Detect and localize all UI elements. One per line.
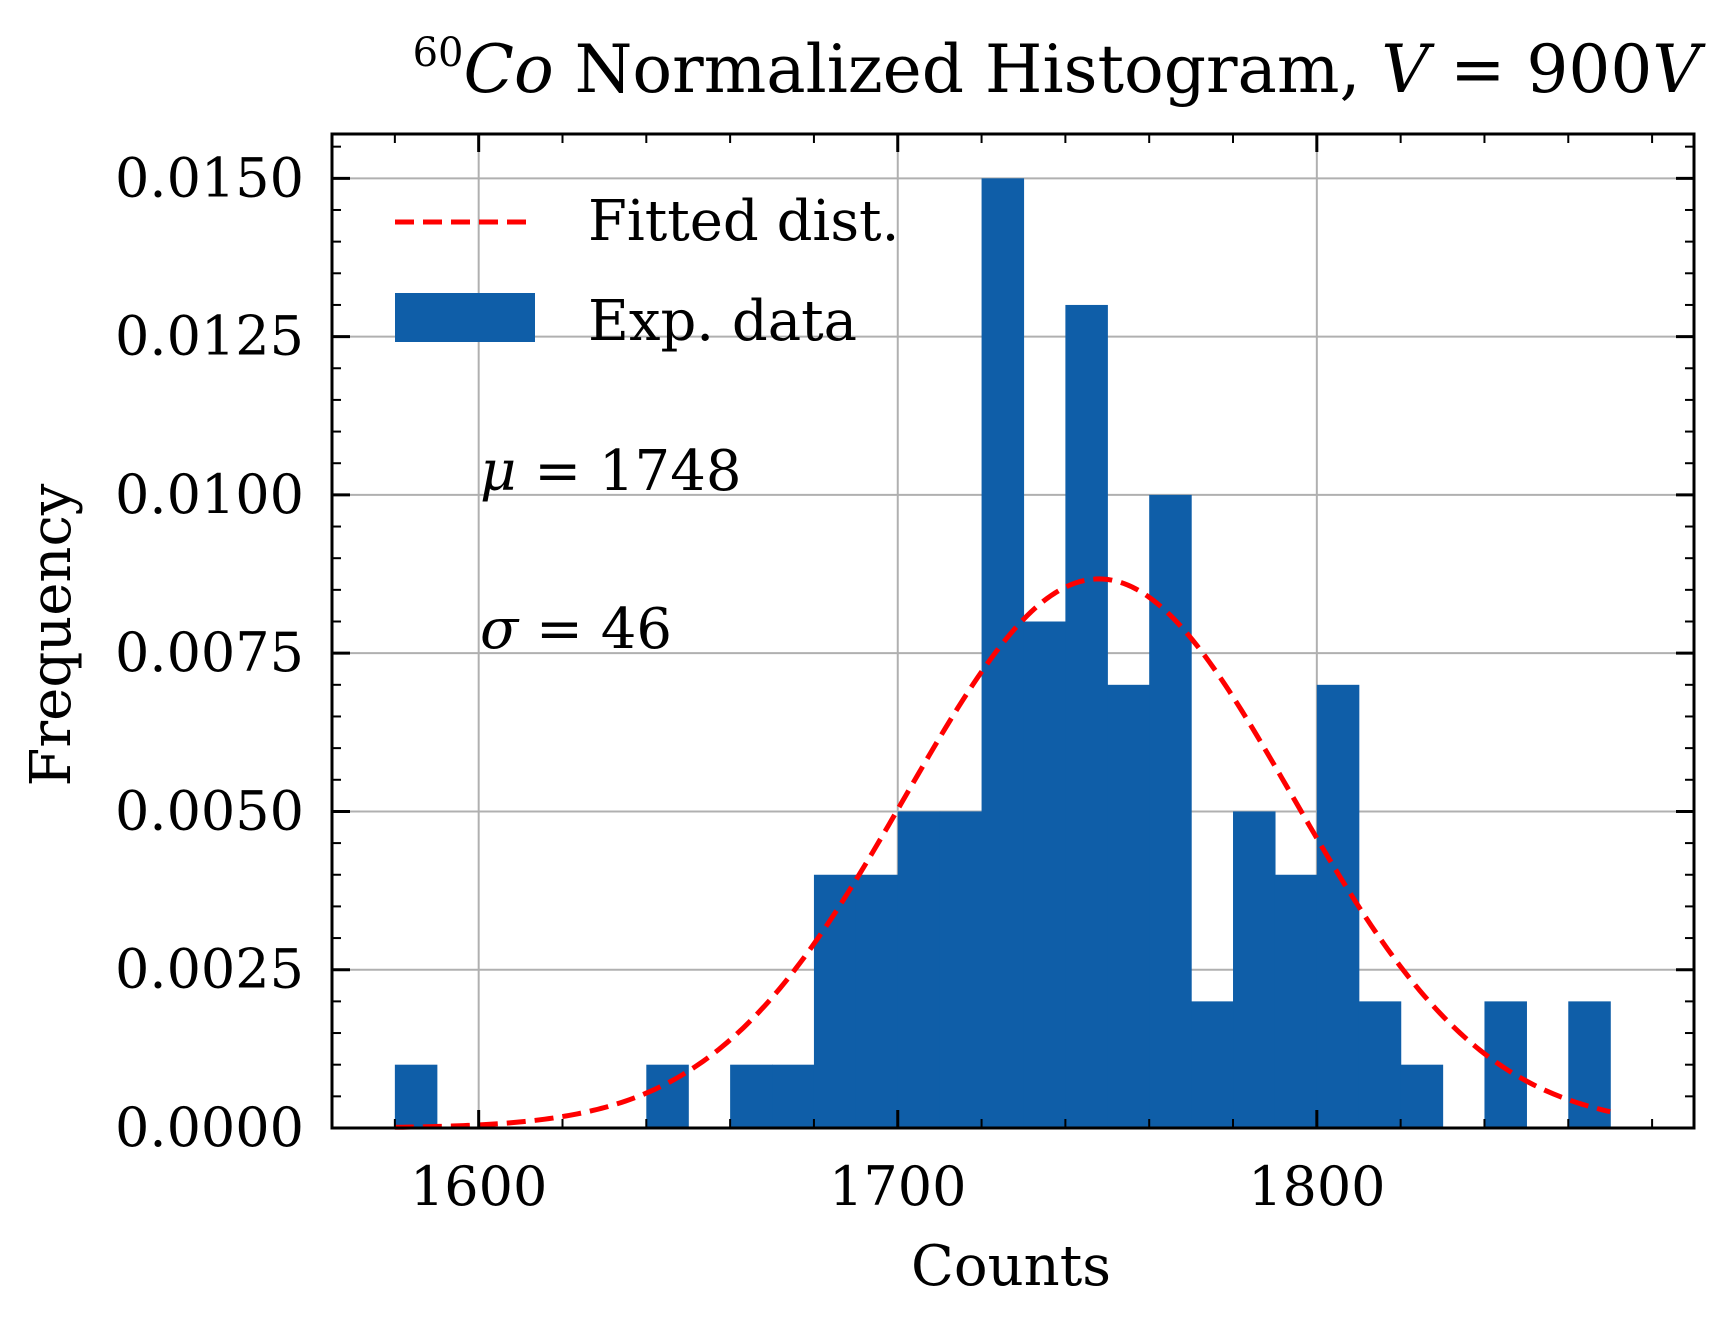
histogram-bar [939,811,983,1128]
y-axis-label: Frequency [19,483,84,786]
fitted-curve [394,576,1611,1130]
histogram-bar [1358,1001,1402,1128]
legend-fit-label: Fitted dist. [588,189,899,254]
y-tick-label: 0.0000 [115,1096,304,1159]
y-tick-label: 0.0125 [115,305,304,368]
mu-annotation: μ = 1748 [480,439,741,504]
histogram-bar [897,811,941,1128]
sigma-symbol: σ [480,597,520,662]
y-tick-label: 0.0025 [115,938,304,1001]
histogram-bar [1065,304,1108,1128]
histogram-bar [1233,811,1276,1128]
histogram-bar [981,178,1025,1128]
legend-data-label: Exp. data [588,289,857,354]
mu-value: = 1748 [516,439,741,504]
y-tick-label: 0.0150 [115,146,304,209]
y-tick-labels: 0.0000 0.0025 0.0050 0.0075 0.0100 0.0125 0.01… [115,146,304,1159]
histogram-bar [1149,494,1192,1128]
title-value: = 900 [1429,31,1652,108]
histogram-bar [1023,621,1066,1128]
plot-frame [330,132,1696,1130]
title-isotope: Co [463,31,553,108]
y-tick-label: 0.0050 [115,779,304,842]
fitted-curve-layer [394,576,1611,1130]
title-unit: V [1652,31,1706,108]
histogram-bar [1568,1001,1611,1128]
histogram-bar [855,874,899,1128]
histogram-bar [394,1064,438,1128]
title-superscript: 60 [413,30,464,76]
mu-symbol: μ [480,439,516,504]
y-tick-label: 0.0075 [115,621,304,684]
x-tick-label: 1600 [410,1155,547,1218]
sigma-value: = 46 [518,597,672,662]
x-tick-labels: 1600 1700 1800 [410,1155,1386,1218]
legend-data-swatch [395,293,535,342]
histogram-bar [1274,874,1318,1128]
chart-title: 60Co Normalized Histogram, V = 900V [413,30,1707,108]
title-variable: V [1381,31,1435,108]
title-text: Normalized Histogram, [554,31,1382,108]
sigma-annotation: σ = 46 [480,597,672,662]
histogram-bar [772,1064,815,1128]
histogram-bar [1191,1001,1234,1128]
legend: Fitted dist. Exp. data [395,189,899,354]
x-tick-label: 1800 [1248,1155,1385,1218]
histogram-bar [1484,1001,1527,1128]
y-tick-label: 0.0100 [115,463,304,526]
histogram-bar [1316,684,1360,1128]
x-axis-label: Counts [911,1234,1111,1299]
histogram-bar [1107,684,1150,1128]
x-tick-label: 1700 [829,1155,966,1218]
histogram-bar [730,1064,773,1128]
histogram-bars [394,178,1611,1128]
histogram-bar [1400,1064,1444,1128]
